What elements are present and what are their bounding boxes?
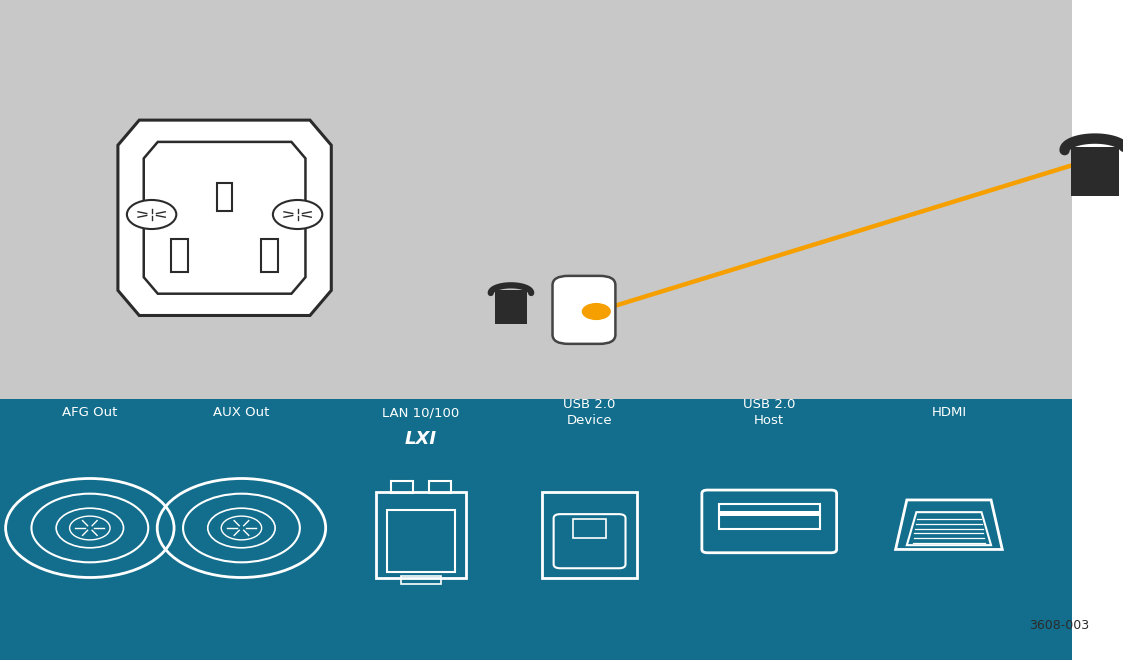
Text: USB 2.0
Host: USB 2.0 Host xyxy=(743,399,795,426)
Bar xyxy=(1071,147,1119,197)
Bar xyxy=(391,481,413,493)
Text: USB 2.0
Device: USB 2.0 Device xyxy=(564,399,615,426)
Bar xyxy=(387,510,455,572)
Bar xyxy=(0,0,1072,399)
Text: HDMI: HDMI xyxy=(931,406,967,419)
Bar xyxy=(0,399,1072,660)
Bar xyxy=(376,492,466,578)
Bar xyxy=(719,511,820,516)
Text: LAN 10/100: LAN 10/100 xyxy=(383,406,459,419)
Circle shape xyxy=(127,200,176,229)
Circle shape xyxy=(582,303,611,320)
Circle shape xyxy=(273,200,322,229)
Bar xyxy=(719,504,820,529)
FancyBboxPatch shape xyxy=(553,276,615,344)
Bar xyxy=(261,239,279,272)
Bar xyxy=(495,290,527,324)
Text: AFG Out: AFG Out xyxy=(62,406,118,419)
Bar xyxy=(218,183,232,211)
Bar xyxy=(171,239,188,272)
Polygon shape xyxy=(118,120,331,315)
Bar xyxy=(429,481,451,493)
Bar xyxy=(542,492,638,578)
Polygon shape xyxy=(144,142,305,294)
Bar xyxy=(573,519,606,538)
Text: LXI: LXI xyxy=(405,430,437,448)
Text: AUX Out: AUX Out xyxy=(213,406,270,419)
Bar xyxy=(402,576,440,584)
Text: 3608-003: 3608-003 xyxy=(1029,619,1089,632)
